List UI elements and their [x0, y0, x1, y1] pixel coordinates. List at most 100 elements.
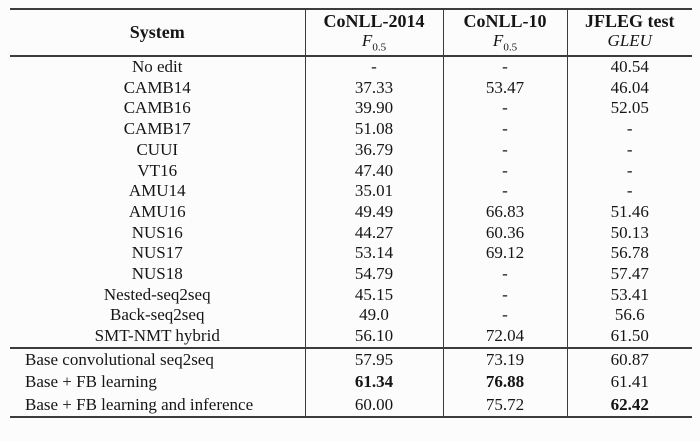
cell-conll10: 69.12: [443, 243, 568, 265]
cell-conll2014: 35.01: [305, 181, 444, 202]
table-row: SMT-NMT hybrid 56.10 72.04 61.50: [10, 326, 692, 348]
table-row: Nested-seq2seq 45.15 - 53.41: [10, 284, 692, 306]
cell-conll2014: 51.08: [305, 119, 444, 140]
cell-conll10: 60.36: [443, 222, 568, 244]
cell-conll2014: 54.79: [305, 264, 444, 285]
cell-system: Base + FB learning: [10, 371, 306, 394]
cell-jfleg: 53.41: [610, 284, 649, 304]
header-conll2014-metric: F0.5: [361, 31, 387, 54]
cell-conll2014: 49.49: [305, 201, 444, 223]
table-row: Base convolutional seq2seq 57.95 73.19 6…: [10, 346, 692, 372]
table-row: AMU14 35.01 - -: [10, 181, 692, 202]
cell-conll2014: 49.0: [305, 305, 444, 327]
cell-jfleg: -: [626, 160, 633, 180]
cell-jfleg: 62.42: [610, 394, 649, 414]
cell-conll10: 73.19: [443, 346, 568, 372]
cell-conll2014: 53.14: [305, 243, 444, 265]
table-row: CAMB14 37.33 53.47 46.04: [10, 77, 692, 99]
cell-jfleg: 51.46: [610, 201, 649, 221]
cell-conll10: -: [443, 181, 568, 202]
cell-system: Base convolutional seq2seq: [10, 346, 306, 372]
cell-system: CAMB16: [10, 98, 306, 120]
table-row: VT16 47.40 - -: [10, 160, 692, 182]
header-jfleg-title: JFLEG test: [585, 10, 675, 31]
cell-conll10: -: [443, 139, 568, 161]
cell-conll2014: 37.33: [305, 77, 444, 99]
table-row: CAMB17 51.08 - -: [10, 119, 692, 140]
cell-system: Back-seq2seq: [10, 305, 306, 327]
cell-jfleg: -: [626, 119, 633, 139]
cell-conll10: 53.47: [443, 77, 568, 99]
cell-system: CAMB17: [10, 119, 306, 140]
header-conll10-title: CoNLL-10: [463, 10, 547, 31]
header-conll10-metric: F0.5: [492, 31, 518, 54]
header-conll2014-title: CoNLL-2014: [323, 10, 425, 31]
header-conll10: CoNLL-10 F0.5: [443, 9, 568, 56]
table-row: No edit - - 40.54: [10, 56, 692, 78]
cell-system: AMU16: [10, 201, 306, 223]
table-row: CAMB16 39.90 - 52.05: [10, 98, 692, 120]
header-jfleg-metric: GLEU: [607, 31, 652, 51]
cell-system: VT16: [10, 160, 306, 182]
cell-conll10: -: [443, 160, 568, 182]
cell-system: NUS16: [10, 222, 306, 244]
cell-system: CAMB14: [10, 77, 306, 99]
cell-system: No edit: [10, 56, 306, 78]
header-system: System: [10, 9, 306, 56]
cell-system: Nested-seq2seq: [10, 284, 306, 306]
cell-conll2014: 61.34: [305, 371, 444, 394]
cell-system: Base + FB learning and inference: [10, 393, 306, 418]
cell-jfleg: 57.47: [610, 264, 649, 284]
cell-system: CUUI: [10, 139, 306, 161]
cell-conll2014: -: [305, 56, 444, 78]
cell-jfleg: 50.13: [610, 222, 649, 242]
cell-conll2014: 47.40: [305, 160, 444, 182]
cell-conll10: -: [443, 284, 568, 306]
cell-jfleg: 46.04: [610, 77, 649, 97]
header-jfleg: JFLEG test GLEU: [567, 9, 692, 56]
cell-conll2014: 60.00: [305, 393, 444, 418]
table-row: AMU16 49.49 66.83 51.46: [10, 201, 692, 223]
cell-jfleg: -: [626, 139, 633, 159]
header-system-label: System: [129, 22, 185, 43]
cell-conll10: 75.72: [443, 393, 568, 418]
cell-jfleg: 60.87: [567, 346, 692, 372]
cell-conll2014: 44.27: [305, 222, 444, 244]
cell-conll10: 72.04: [443, 326, 568, 348]
table-row: NUS18 54.79 - 57.47: [10, 264, 692, 285]
cell-conll10: -: [443, 56, 568, 78]
table-row: Back-seq2seq 49.0 - 56.6: [10, 305, 692, 327]
table-row: Base + FB learning 61.34 76.88 61.41: [10, 371, 692, 394]
cell-conll10: 66.83: [443, 201, 568, 223]
cell-conll10: -: [443, 264, 568, 285]
table-row: NUS17 53.14 69.12 56.78: [10, 243, 692, 265]
cell-conll2014: 45.15: [305, 284, 444, 306]
cell-conll2014: 39.90: [305, 98, 444, 120]
cell-jfleg: 61.41: [610, 372, 649, 392]
table-row: CUUI 36.79 - -: [10, 139, 692, 161]
cell-system: NUS17: [10, 243, 306, 265]
table-row: NUS16 44.27 60.36 50.13: [10, 222, 692, 244]
cell-jfleg: -: [626, 181, 633, 201]
cell-jfleg: 61.50: [610, 326, 649, 346]
cell-conll10: -: [443, 98, 568, 120]
cell-system: AMU14: [10, 181, 306, 202]
table-row: Base + FB learning and inference 60.00 7…: [10, 393, 692, 418]
cell-jfleg: 56.78: [610, 243, 649, 263]
cell-conll10: -: [443, 305, 568, 327]
cell-system: NUS18: [10, 264, 306, 285]
cell-jfleg: 52.05: [610, 98, 649, 118]
cell-system: SMT-NMT hybrid: [10, 326, 306, 348]
results-table: System CoNLL-2014 F0.5 CoNLL-10 F0.5 JFL…: [10, 8, 692, 419]
cell-jfleg: 40.54: [610, 57, 649, 76]
cell-conll2014: 57.95: [305, 346, 444, 372]
cell-conll10: -: [443, 119, 568, 140]
cell-conll2014: 36.79: [305, 139, 444, 161]
cell-conll2014: 56.10: [305, 326, 444, 348]
table-header: System CoNLL-2014 F0.5 CoNLL-10 F0.5 JFL…: [10, 9, 692, 56]
cell-jfleg: 56.6: [614, 305, 645, 325]
header-conll2014: CoNLL-2014 F0.5: [305, 9, 444, 56]
header-row: System CoNLL-2014 F0.5 CoNLL-10 F0.5 JFL…: [10, 9, 692, 56]
cell-conll10: 76.88: [443, 371, 568, 394]
